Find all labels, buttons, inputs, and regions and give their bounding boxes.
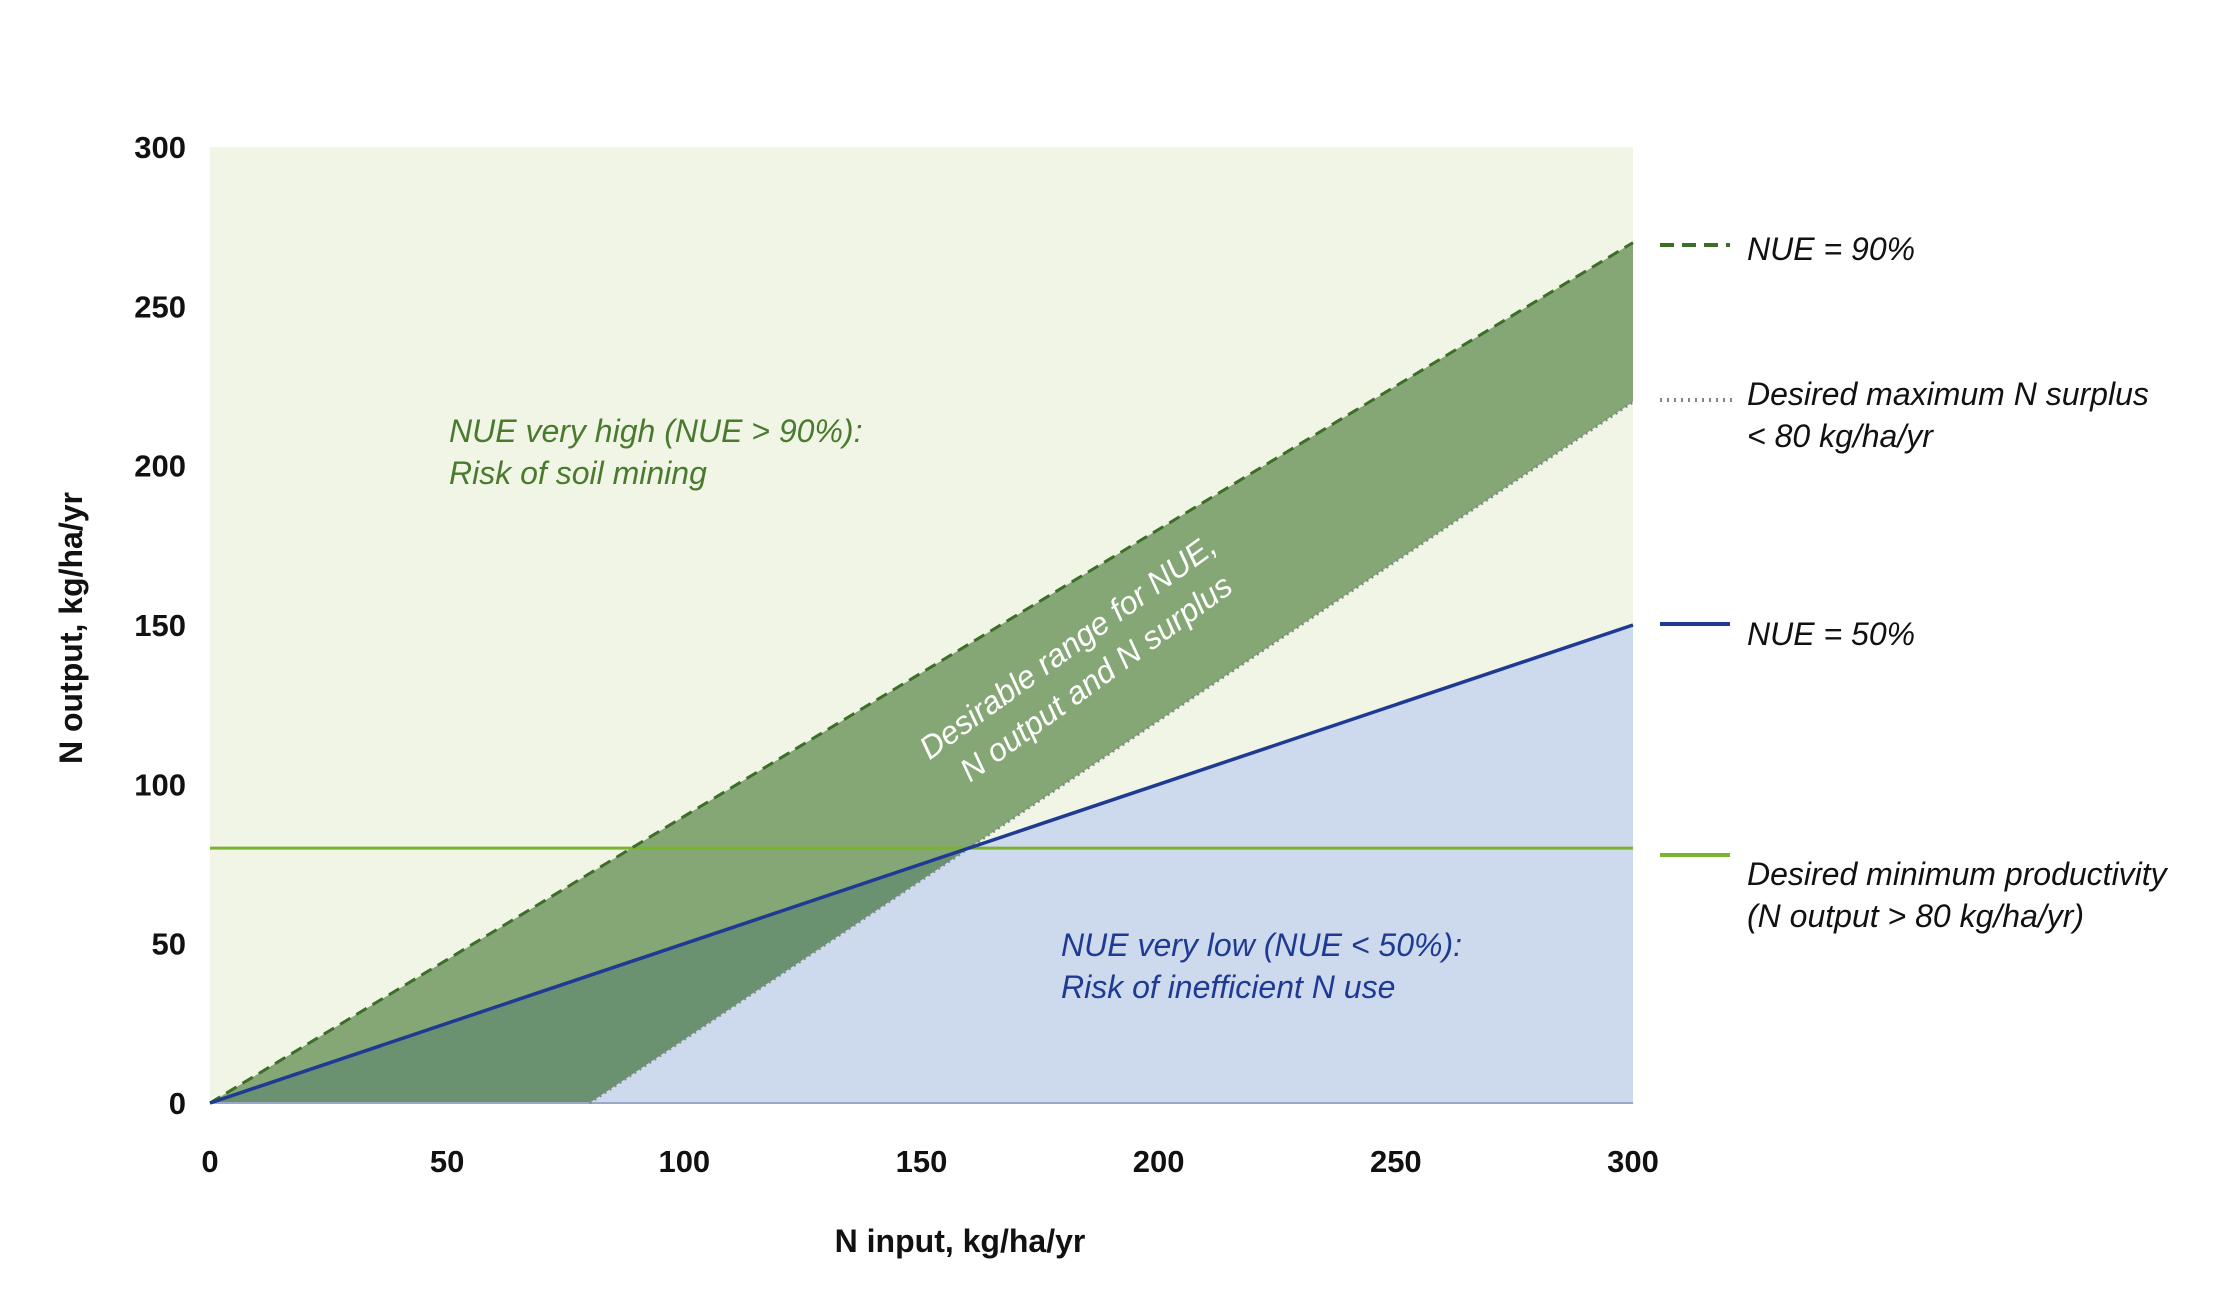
annotation-high-nue: NUE very high (NUE > 90%): Risk of soil … bbox=[449, 413, 871, 491]
x-tick-label: 0 bbox=[201, 1144, 218, 1179]
annotation-low-line1: NUE very low (NUE < 50%): bbox=[1061, 927, 1462, 963]
legend-label-min-productivity: Desired minimum productivity (N output >… bbox=[1747, 856, 2176, 934]
x-axis-ticks: 0 50 100 150 200 250 300 bbox=[201, 1144, 1658, 1179]
line-nue-50 bbox=[209, 623, 1634, 1105]
chart-lines bbox=[209, 241, 1634, 1105]
y-tick-label: 50 bbox=[152, 927, 186, 962]
region-desirable-band bbox=[210, 242, 1633, 1104]
y-tick-label: 150 bbox=[134, 608, 186, 643]
legend-label-max-surplus: Desired maximum N surplus < 80 kg/ha/yr bbox=[1747, 376, 2158, 454]
y-tick-label: 250 bbox=[134, 289, 186, 324]
y-tick-label: 300 bbox=[134, 130, 186, 165]
y-tick-label: 0 bbox=[169, 1086, 186, 1121]
annotation-high-line1: NUE very high (NUE > 90%): bbox=[449, 413, 862, 449]
x-tick-label: 50 bbox=[430, 1144, 464, 1179]
legend: NUE = 90% Desired maximum N surplus < 80… bbox=[1660, 231, 2176, 934]
annotation-low-line2: Risk of inefficient N use bbox=[1061, 969, 1395, 1005]
y-axis-ticks: 0 50 100 150 200 250 300 bbox=[134, 130, 186, 1121]
y-tick-label: 100 bbox=[134, 767, 186, 802]
x-tick-label: 200 bbox=[1133, 1144, 1185, 1179]
legend-label-nue90: NUE = 90% bbox=[1747, 231, 1915, 267]
annotation-low-nue: NUE very low (NUE < 50%): Risk of ineffi… bbox=[1061, 927, 1471, 1005]
x-tick-label: 250 bbox=[1370, 1144, 1422, 1179]
legend-label-nue50: NUE = 50% bbox=[1747, 616, 1915, 652]
x-axis-label: N input, kg/ha/yr bbox=[835, 1223, 1086, 1259]
y-axis-label: N output, kg/ha/yr bbox=[53, 492, 89, 764]
x-tick-label: 100 bbox=[658, 1144, 710, 1179]
chart-axes: 0 50 100 150 200 250 300 0 50 100 150 200 250 300 N … bbox=[53, 130, 1659, 1259]
x-tick-label: 150 bbox=[896, 1144, 948, 1179]
line-nue-90 bbox=[209, 241, 1634, 1105]
y-tick-label: 200 bbox=[134, 449, 186, 484]
x-tick-label: 300 bbox=[1607, 1144, 1659, 1179]
annotation-high-line2: Risk of soil mining bbox=[449, 455, 707, 491]
